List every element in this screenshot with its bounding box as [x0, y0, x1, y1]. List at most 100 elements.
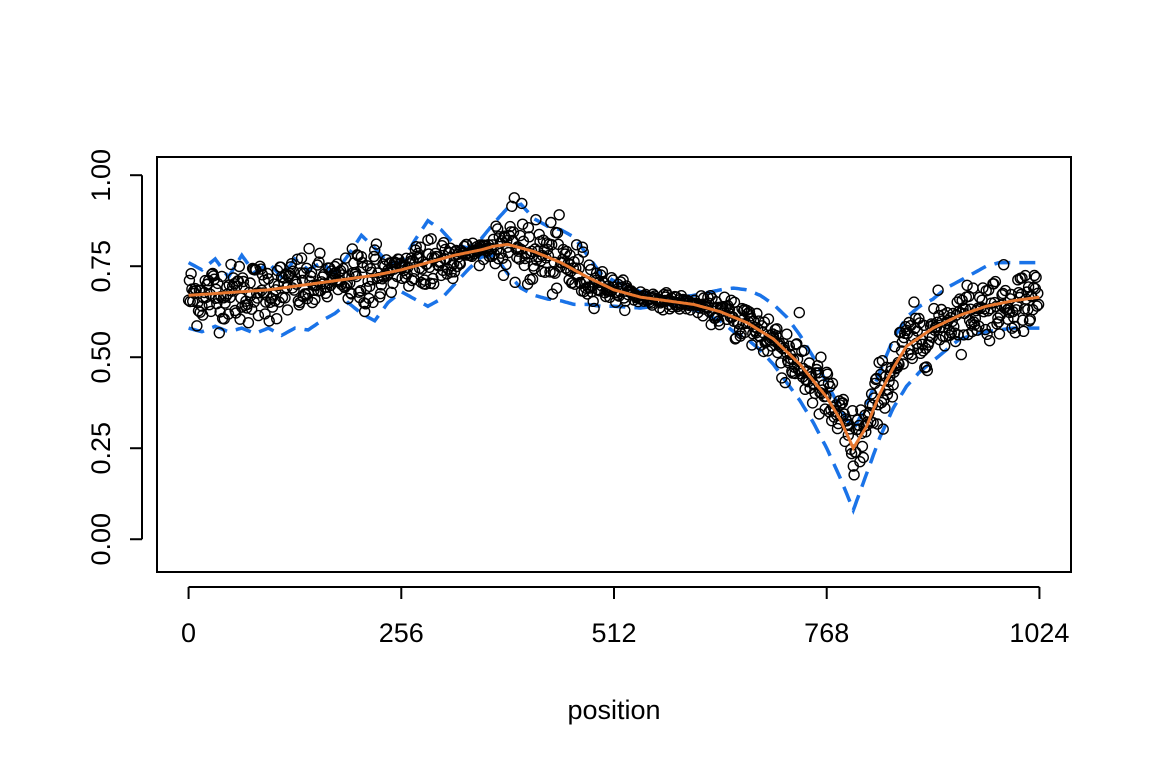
data-point	[886, 391, 899, 403]
data-point	[553, 209, 565, 221]
data-point	[933, 309, 945, 322]
data-point	[337, 262, 349, 275]
data-point	[495, 247, 507, 259]
data-point	[313, 256, 325, 268]
data-point	[848, 469, 860, 481]
upper-band-line	[187, 202, 1040, 434]
data-point	[781, 328, 793, 340]
data-point	[385, 286, 397, 298]
data-point	[850, 446, 862, 458]
data-point	[824, 380, 836, 393]
data-point	[355, 251, 368, 263]
data-point	[846, 405, 859, 417]
data-point	[908, 296, 920, 308]
data-point	[1013, 287, 1025, 299]
data-point	[194, 306, 206, 318]
data-point	[261, 267, 274, 280]
data-point	[993, 328, 1006, 340]
data-point	[367, 296, 379, 309]
data-point	[473, 259, 486, 272]
data-point	[926, 331, 938, 343]
y-tick-label: 0.50	[86, 331, 116, 384]
data-point	[518, 259, 530, 272]
data-point	[245, 303, 258, 315]
data-point	[1030, 271, 1042, 283]
data-point	[364, 280, 376, 293]
data-point	[988, 278, 1000, 290]
data-point	[506, 200, 518, 213]
data-point	[906, 352, 918, 365]
data-point	[897, 358, 909, 370]
data-point	[419, 278, 432, 290]
data-point	[551, 282, 563, 294]
data-point	[509, 276, 521, 288]
data-point	[1017, 314, 1029, 326]
data-point	[614, 276, 627, 288]
data-point	[932, 284, 944, 296]
data-point	[820, 390, 832, 402]
data-point	[359, 305, 371, 318]
data-point	[448, 266, 461, 278]
data-point	[490, 220, 502, 232]
data-point	[253, 287, 265, 299]
data-point	[500, 258, 512, 271]
data-point	[303, 242, 315, 255]
data-point	[339, 252, 352, 264]
data-point	[507, 226, 520, 238]
data-point	[619, 295, 632, 307]
data-point	[798, 344, 810, 357]
data-point	[918, 319, 930, 331]
data-point	[879, 402, 891, 414]
data-point	[793, 306, 805, 319]
data-point	[743, 306, 756, 318]
data-point	[369, 253, 382, 265]
y-tick-label: 1.00	[86, 149, 116, 202]
data-point	[516, 218, 529, 230]
data-point	[291, 253, 304, 265]
x-axis: 0 256 512 768 1024	[181, 586, 1069, 648]
data-point	[1016, 272, 1028, 284]
data-point	[921, 364, 933, 377]
x-tick-label: 0	[181, 618, 196, 648]
data-point	[252, 309, 265, 322]
data-point	[213, 327, 226, 339]
data-point	[762, 313, 775, 325]
data-point	[447, 272, 459, 285]
data-point	[815, 351, 827, 363]
data-point	[514, 229, 526, 242]
data-point	[271, 313, 283, 325]
data-point	[295, 252, 308, 264]
data-point	[998, 259, 1010, 271]
data-point	[281, 304, 294, 316]
data-point	[544, 266, 556, 278]
y-axis: 0.00 0.25 0.50 0.75 1.00	[86, 149, 143, 566]
y-tick-label: 0.25	[86, 422, 116, 475]
data-point	[1031, 300, 1043, 312]
data-point	[492, 253, 505, 265]
data-point	[1017, 325, 1030, 337]
data-point	[961, 279, 973, 291]
data-point	[746, 339, 758, 351]
data-point	[438, 236, 450, 249]
data-point	[877, 423, 889, 435]
x-tick-label: 256	[379, 618, 424, 648]
data-point	[577, 246, 589, 258]
data-point	[955, 348, 967, 361]
data-point	[244, 277, 256, 289]
data-point	[783, 340, 795, 352]
data-point	[831, 422, 844, 435]
data-point	[423, 248, 435, 260]
data-point	[545, 216, 557, 229]
data-point	[1019, 269, 1032, 282]
data-point	[856, 440, 869, 453]
data-point	[425, 233, 437, 245]
data-point	[446, 259, 458, 272]
data-point	[1028, 269, 1041, 282]
data-point	[370, 238, 383, 250]
data-point	[857, 451, 869, 464]
data-point	[185, 268, 197, 280]
data-point	[287, 265, 299, 277]
data-point	[713, 318, 726, 331]
data-point	[930, 321, 943, 334]
